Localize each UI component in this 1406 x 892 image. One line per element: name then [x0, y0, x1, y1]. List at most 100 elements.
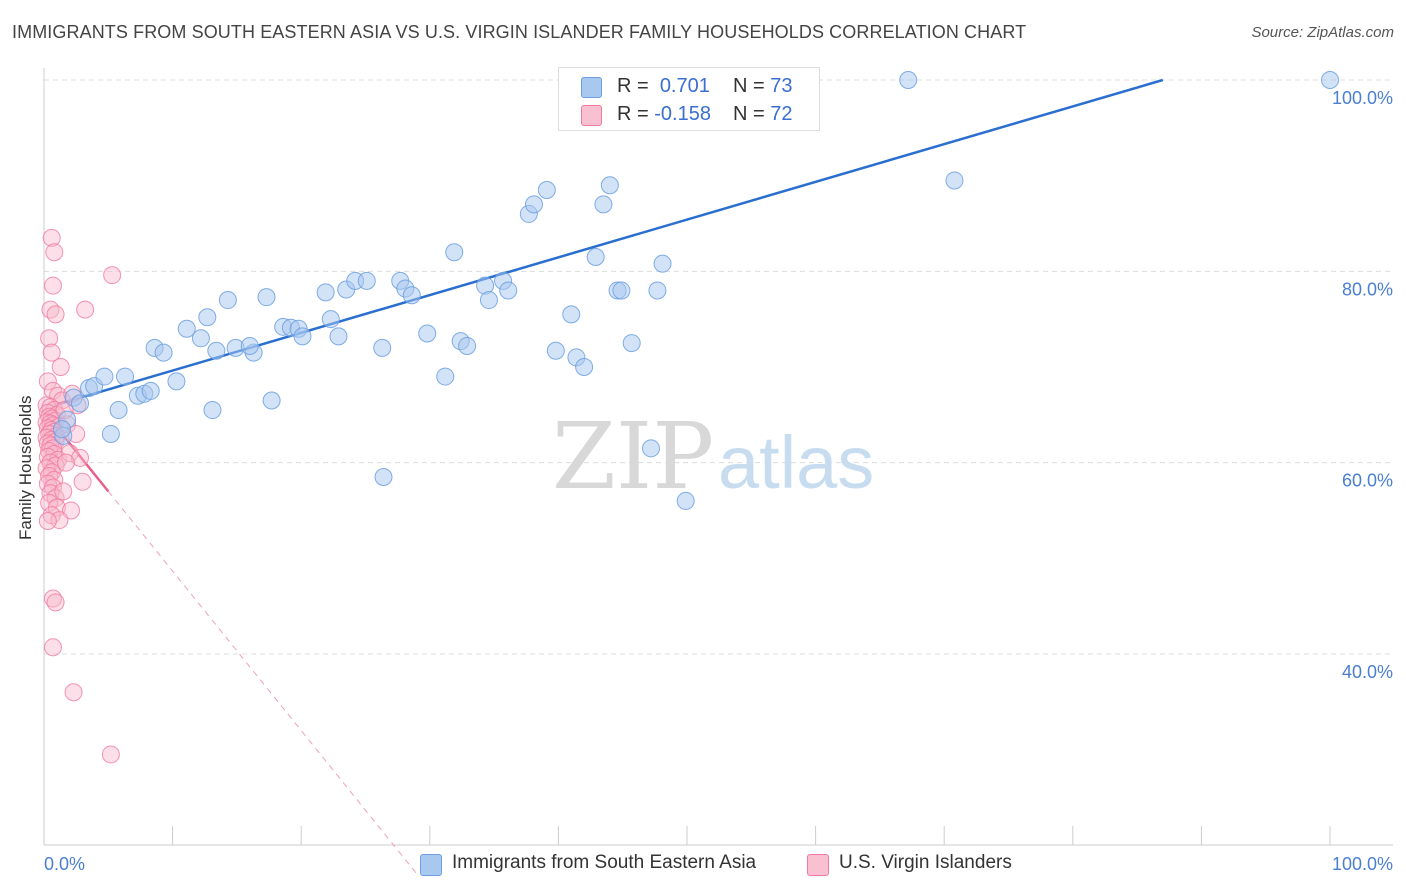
point-se-asia [262, 391, 281, 410]
point-se-asia [1321, 71, 1339, 89]
point-virgin-islanders [40, 329, 59, 348]
point-se-asia [945, 171, 964, 190]
bottom-legend-swatch-blue [420, 854, 442, 876]
point-se-asia [586, 247, 605, 266]
gridlines [44, 79, 1393, 655]
point-se-asia [575, 358, 594, 376]
point-virgin-islanders [45, 243, 64, 262]
bottom-legend-label: U.S. Virgin Islanders [839, 852, 1012, 873]
watermark: ZIP atlas [552, 403, 874, 510]
point-se-asia [537, 181, 556, 200]
point-virgin-islanders [38, 372, 57, 391]
legend-r-label: R = [617, 103, 649, 125]
point-se-asia [95, 367, 114, 386]
point-se-asia [594, 195, 613, 214]
point-se-asia [293, 327, 312, 346]
y-tick-label: 60.0% [1342, 471, 1393, 491]
point-se-asia [357, 271, 376, 290]
point-se-asia [198, 308, 217, 327]
point-virgin-islanders [76, 300, 95, 319]
point-se-asia [445, 243, 464, 262]
point-virgin-islanders [101, 745, 120, 764]
point-virgin-islanders [46, 593, 65, 612]
trend-line-virgin-extension [107, 491, 418, 875]
point-se-asia [641, 439, 660, 458]
point-se-asia [329, 327, 348, 346]
y-tick-label: 100.0% [1332, 88, 1393, 108]
y-tick-label: 40.0% [1342, 662, 1393, 682]
point-virgin-islanders [44, 276, 63, 295]
point-se-asia [562, 305, 581, 324]
legend-n-value: 73 [770, 75, 793, 97]
point-se-asia [402, 286, 421, 305]
tick-labels: 40.0% 60.0% 80.0% 100.0% 0.0% 100.0% [44, 88, 1393, 874]
watermark-atlas: atlas [718, 421, 874, 504]
y-tick-label: 80.0% [1342, 279, 1393, 299]
point-se-asia [458, 336, 477, 355]
point-se-asia [53, 420, 72, 439]
point-se-asia [612, 281, 631, 300]
point-se-asia [141, 381, 160, 400]
legend-n-label: N = [733, 103, 765, 125]
x-tick-label: 0.0% [44, 854, 85, 874]
point-se-asia [154, 343, 173, 362]
point-se-asia [899, 71, 918, 89]
point-se-asia [116, 367, 135, 386]
point-virgin-islanders [54, 482, 73, 501]
point-se-asia [648, 281, 667, 300]
point-virgin-islanders [38, 434, 57, 453]
point-se-asia [622, 334, 641, 353]
legend-swatch-blue [581, 77, 602, 98]
source-label: Source: ZipAtlas.com [1251, 24, 1394, 41]
point-se-asia [676, 491, 695, 510]
point-virgin-islanders [71, 448, 90, 467]
point-se-asia [191, 329, 210, 348]
point-se-asia [321, 310, 340, 329]
point-se-asia [418, 324, 437, 343]
point-se-asia [109, 401, 128, 420]
point-se-asia [546, 341, 565, 360]
point-se-asia [240, 336, 259, 355]
point-virgin-islanders [51, 358, 70, 376]
legend-swatch-pink [581, 105, 602, 126]
point-se-asia [373, 338, 392, 357]
point-virgin-islanders [42, 343, 61, 362]
point-virgin-islanders [46, 305, 65, 324]
bottom-legend-swatch-pink [807, 854, 829, 876]
point-virgin-islanders [103, 266, 122, 285]
point-se-asia [600, 176, 619, 195]
point-virgin-islanders [64, 683, 83, 702]
point-virgin-islanders [62, 501, 81, 520]
legend-r-label: R = [617, 75, 649, 97]
legend-n-value: 72 [770, 103, 793, 125]
point-se-asia [499, 281, 518, 300]
point-se-asia [218, 291, 237, 310]
point-se-asia [177, 319, 196, 338]
point-se-asia [101, 424, 120, 443]
point-se-asia [479, 291, 498, 310]
point-virgin-islanders [38, 512, 57, 531]
point-se-asia [316, 283, 335, 302]
point-se-asia [374, 468, 393, 487]
legend-r-value: 0.701 [659, 75, 710, 97]
point-se-asia [207, 341, 226, 360]
point-virgin-islanders [44, 638, 63, 657]
stats-legend: R = 0.701 N = 73 R = -0.158 N = 72 [558, 67, 820, 131]
bottom-legend-label: Immigrants from South Eastern Asia [452, 852, 757, 873]
point-virgin-islanders [56, 453, 75, 472]
point-virgin-islanders [73, 472, 92, 491]
point-se-asia [257, 288, 276, 307]
x-tick-label: 100.0% [1332, 854, 1393, 874]
point-se-asia [167, 372, 186, 391]
point-se-asia [653, 254, 672, 273]
point-virgin-islanders [60, 444, 79, 463]
point-virgin-islanders [41, 300, 60, 319]
data-points [37, 71, 1339, 764]
point-virgin-islanders [42, 228, 61, 247]
point-se-asia [436, 367, 455, 386]
point-se-asia [71, 394, 90, 413]
legend-r-value: -0.158 [654, 103, 711, 125]
legend-n-label: N = [733, 75, 765, 97]
point-se-asia [203, 401, 222, 420]
